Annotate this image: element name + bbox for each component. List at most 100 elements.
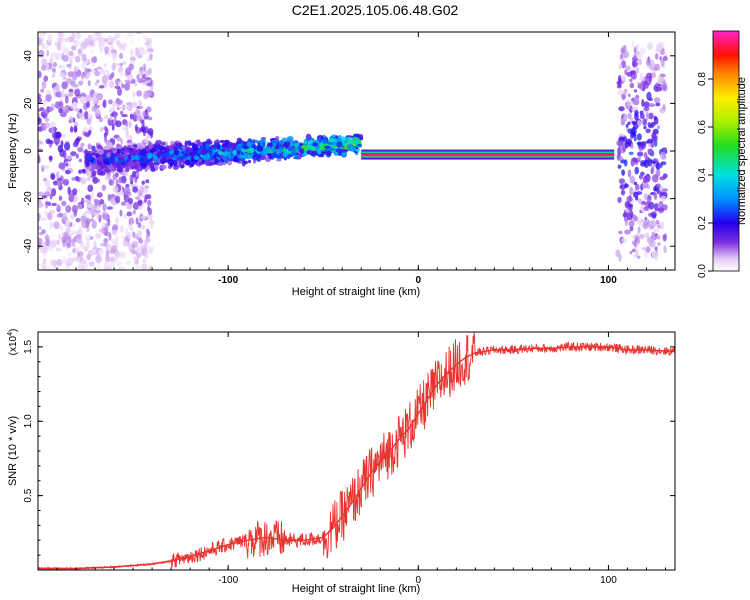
- spectrogram-blob: [128, 217, 135, 226]
- spectrogram-blob: [91, 152, 97, 156]
- spectrogram-blob: [38, 49, 45, 57]
- spectrogram-blob: [141, 180, 146, 185]
- spectrogram-blob: [141, 263, 148, 270]
- spectrogram-blob: [129, 151, 137, 157]
- spectrogram-blob: [43, 99, 47, 106]
- spectrogram-blob: [651, 174, 659, 183]
- spectrogram-blob: [618, 63, 623, 70]
- spectrogram-blob: [193, 155, 200, 161]
- spectrogram-blob: [128, 120, 132, 129]
- spectrogram-blob: [615, 249, 621, 258]
- spectrogram-blob: [152, 162, 160, 166]
- spectrogram-blob: [654, 202, 659, 212]
- spectrogram-blob: [77, 203, 83, 210]
- spectrogram-blob: [40, 88, 45, 93]
- spectrogram-blob: [64, 142, 71, 151]
- spectrogram-blob: [144, 109, 148, 115]
- spectrogram-blob: [335, 148, 342, 153]
- spectrogram-blob: [638, 198, 643, 204]
- spectrogram-blob: [136, 245, 140, 254]
- spectrogram-blob: [623, 113, 628, 120]
- spectrogram-blob: [111, 36, 118, 41]
- spectrogram-blob: [221, 151, 229, 157]
- spectrogram-blob: [127, 160, 135, 168]
- spectrogram-blob: [636, 255, 641, 259]
- spectrogram-blob: [228, 141, 234, 147]
- spectrogram-blob: [271, 139, 278, 146]
- spectrogram-blob: [243, 153, 248, 160]
- spectrogram-blob: [47, 212, 53, 221]
- spectrogram-blob: [110, 147, 118, 152]
- spectrogram-blob: [105, 250, 110, 258]
- spectrogram-blob: [84, 199, 91, 204]
- spectrogram-blob: [127, 231, 132, 238]
- spectrogram-blob: [134, 51, 141, 58]
- spectrogram-blob: [121, 83, 125, 89]
- spectrogram-blob: [336, 141, 343, 148]
- spectrogram-blob: [85, 241, 90, 250]
- spectrogram-blob: [47, 33, 53, 43]
- spectrogram-blob: [653, 139, 658, 147]
- spectrogram-blob: [139, 48, 146, 56]
- spectrogram-blob: [356, 134, 360, 138]
- spectrogram-blob: [74, 108, 80, 112]
- spectrogram-blob: [617, 140, 625, 148]
- spectrogram-blob: [81, 264, 85, 270]
- spectrogram-blob: [636, 50, 640, 55]
- spectrogram-blob: [62, 54, 69, 62]
- spectrogram-blob: [622, 145, 626, 152]
- spectrogram-blob: [110, 261, 116, 267]
- spectrogram-blob: [160, 141, 166, 146]
- spectrogram-blob: [102, 99, 107, 109]
- spectrogram-blob: [101, 222, 106, 229]
- spectrogram-blob: [78, 263, 82, 270]
- spectrogram-blob: [654, 97, 661, 104]
- spectrogram-x-axis-label: Height of straight line (km): [292, 286, 420, 298]
- spectrogram-blob: [97, 144, 101, 148]
- spectrogram-blob: [618, 156, 624, 161]
- spectrogram-blob: [247, 159, 252, 164]
- spectrogram-blob: [112, 100, 116, 110]
- spectrogram-blob: [209, 153, 214, 161]
- spectrogram-blob: [51, 73, 56, 78]
- spectrogram-blob: [119, 52, 124, 60]
- x-tick-label: -100: [218, 575, 238, 586]
- spectrogram-blob: [132, 210, 136, 215]
- spectrogram-blob: [654, 222, 661, 227]
- spectrogram-blob: [657, 241, 661, 246]
- spectrogram-blob: [119, 209, 123, 217]
- spectrogram-blob: [108, 80, 115, 89]
- spectrogram-blob: [87, 203, 92, 208]
- spectrogram-blob: [38, 154, 41, 163]
- spectrogram-blob: [126, 260, 131, 265]
- spectrogram-blob: [143, 137, 149, 144]
- snr-frame: [37, 331, 676, 571]
- spectrogram-blob: [117, 87, 122, 97]
- spectrogram-blob: [642, 118, 648, 126]
- spectrogram-blob: [104, 46, 110, 55]
- spectrogram-y-axis-label: Frequency (Hz): [7, 113, 19, 189]
- spectrogram-blob: [165, 145, 170, 150]
- spectrogram-blob: [624, 200, 631, 209]
- spectrogram-blob: [56, 180, 62, 187]
- spectrogram-blob: [222, 161, 227, 166]
- spectrogram-blob: [77, 48, 83, 55]
- spectrogram-blob: [621, 89, 628, 95]
- spectrogram-blob: [276, 158, 282, 162]
- y-tick-label: 0: [23, 148, 34, 154]
- spectrogram-blob: [56, 258, 63, 266]
- spectrogram-blob: [64, 105, 69, 111]
- spectrogram-blob: [648, 112, 654, 120]
- spectrogram-blob: [626, 99, 633, 106]
- spectrogram-blob: [643, 192, 648, 201]
- spectrogram-blob: [115, 120, 122, 128]
- spectrogram-blob: [328, 137, 335, 143]
- spectrogram-blob: [106, 206, 114, 210]
- spectrogram-blob: [645, 246, 651, 253]
- spectrogram-blob: [107, 41, 114, 46]
- spectrogram-blob: [295, 143, 300, 148]
- spectrogram-blob: [38, 70, 42, 79]
- spectrogram-blob: [57, 144, 63, 153]
- spectrogram-blob: [103, 69, 110, 77]
- spectrogram-blob: [256, 145, 264, 152]
